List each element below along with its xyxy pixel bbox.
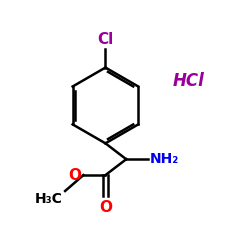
Text: Cl: Cl	[97, 32, 114, 47]
Text: H₃C: H₃C	[35, 192, 63, 206]
Text: HCl: HCl	[172, 72, 204, 90]
Text: O: O	[99, 200, 112, 214]
Text: NH₂: NH₂	[150, 152, 179, 166]
Text: O: O	[68, 168, 82, 182]
